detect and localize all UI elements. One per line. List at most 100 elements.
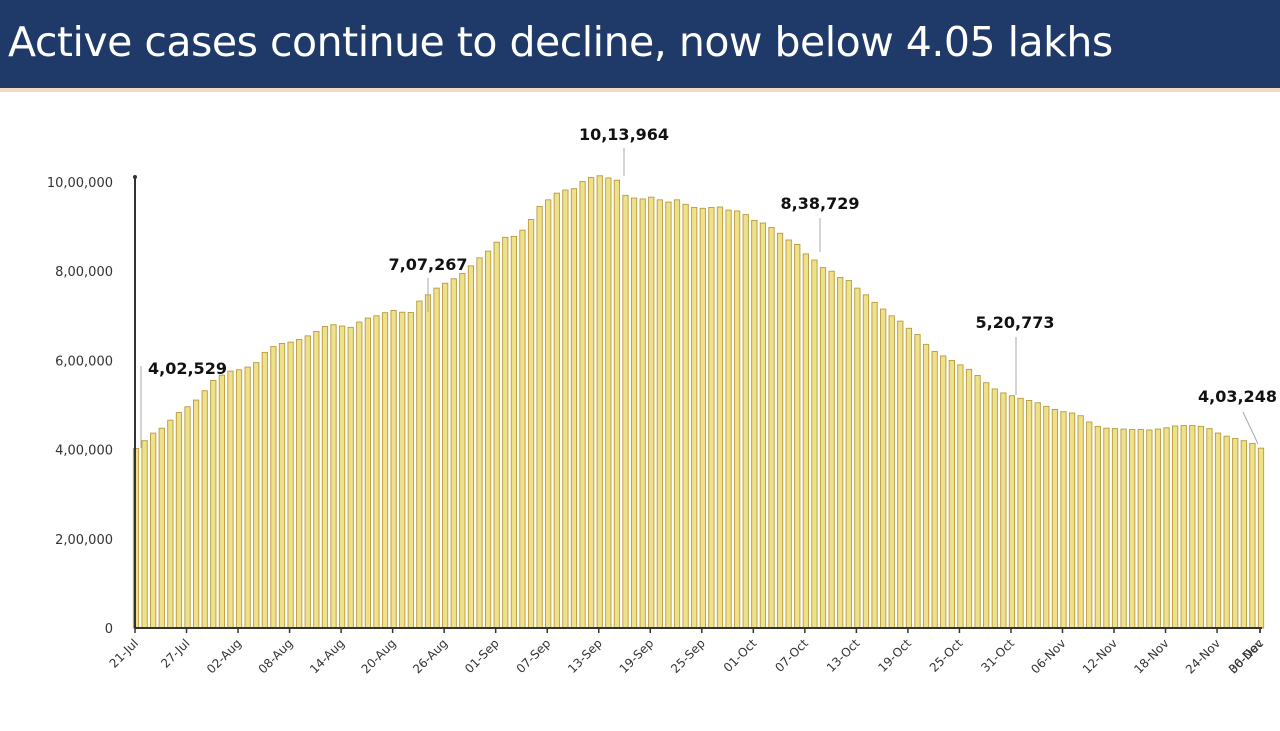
bar xyxy=(562,189,569,629)
bar xyxy=(639,198,646,629)
bar xyxy=(880,308,887,629)
x-tick-label: 07-Sep xyxy=(514,636,554,676)
y-tick-label: 4,00,000 xyxy=(55,444,113,459)
bar xyxy=(1137,429,1144,629)
bar xyxy=(802,253,809,629)
bar xyxy=(201,390,208,629)
bar xyxy=(905,327,913,629)
bar xyxy=(210,380,217,629)
bar xyxy=(725,209,732,629)
bar xyxy=(545,199,552,629)
bar xyxy=(613,179,621,629)
slide-title: Active cases continue to decline, now be… xyxy=(8,18,1113,66)
bar xyxy=(184,406,191,629)
bar xyxy=(1223,435,1230,629)
bar xyxy=(416,300,423,629)
bar xyxy=(630,197,638,629)
bar xyxy=(253,362,260,629)
y-tick-label: 2,00,000 xyxy=(55,533,113,548)
bar xyxy=(682,203,689,629)
bar xyxy=(1172,425,1179,629)
x-tick-label: 27-Jul xyxy=(158,636,192,670)
data-callout-label: 4,03,248 xyxy=(1198,387,1277,406)
bar xyxy=(433,287,440,629)
bar xyxy=(1068,412,1076,629)
bar xyxy=(991,388,998,629)
bar xyxy=(673,199,681,629)
bar xyxy=(218,374,225,629)
bar xyxy=(244,366,251,629)
bar xyxy=(330,324,337,629)
bar xyxy=(1120,428,1127,629)
bar xyxy=(536,206,543,629)
bar xyxy=(1240,440,1247,629)
y-tick-label: 6,00,000 xyxy=(55,354,113,369)
x-tick-label: 18-Nov xyxy=(1131,636,1171,676)
bar xyxy=(622,194,629,629)
x-tick-label: 07-Oct xyxy=(772,636,811,675)
bar xyxy=(759,222,767,629)
x-tick-label: 14-Aug xyxy=(307,636,347,676)
x-tick-label: 26-Aug xyxy=(410,636,450,676)
bar xyxy=(957,364,964,629)
bar xyxy=(287,341,294,629)
bar xyxy=(742,214,749,629)
bar xyxy=(1189,425,1196,629)
bar xyxy=(699,207,706,629)
bar xyxy=(1094,425,1101,629)
bar xyxy=(390,310,397,629)
bar xyxy=(691,206,698,629)
bar xyxy=(167,419,174,629)
bar xyxy=(227,370,234,629)
y-tick-label: 0 xyxy=(105,622,113,637)
bar xyxy=(158,427,165,629)
x-tick-label: 06-Dec xyxy=(1226,636,1266,676)
bar xyxy=(424,294,432,629)
bar xyxy=(794,243,801,629)
bar xyxy=(399,311,406,629)
bar xyxy=(373,315,380,629)
y-axis-tick-labels: 0 2,00,000 4,00,000 6,00,000 8,00,000 10,00,0… xyxy=(47,176,113,637)
bar xyxy=(150,432,157,629)
data-callout-label: 4,02,529 xyxy=(148,359,227,378)
bar xyxy=(708,206,715,629)
bar xyxy=(1111,428,1119,629)
bar xyxy=(862,294,870,629)
x-tick-label: 21-Jul xyxy=(107,636,141,670)
bar xyxy=(484,250,492,629)
x-axis-tick-labels: 21-Jul 27-Jul 02-Aug 08-Aug 14-Aug 20-Aug 26-A… xyxy=(107,636,1266,677)
bar xyxy=(768,227,775,629)
bar xyxy=(888,315,895,629)
bar xyxy=(656,199,663,629)
bar xyxy=(1077,415,1084,629)
bar xyxy=(596,175,603,629)
bar xyxy=(510,235,517,629)
bar xyxy=(1008,395,1016,629)
bar xyxy=(940,355,947,629)
bar xyxy=(983,382,990,629)
x-tick-label: 31-Oct xyxy=(978,636,1017,675)
bar xyxy=(1043,405,1050,629)
bar xyxy=(648,196,655,629)
bar xyxy=(828,270,835,629)
bar xyxy=(493,241,500,629)
bar xyxy=(974,375,981,629)
bar xyxy=(442,282,449,629)
bar xyxy=(588,177,595,629)
bar xyxy=(459,272,466,629)
bar xyxy=(785,239,792,629)
bar xyxy=(1060,411,1067,629)
x-tick-label: 08-Aug xyxy=(256,636,296,676)
bar xyxy=(450,278,457,629)
bar xyxy=(553,192,560,629)
bar xyxy=(1051,409,1058,629)
bar xyxy=(854,287,861,629)
x-tick-label: 20-Aug xyxy=(359,636,399,676)
title-banner: Active cases continue to decline, now be… xyxy=(0,0,1280,92)
bar xyxy=(1257,447,1265,629)
bar xyxy=(1197,425,1204,629)
x-tick-label: 25-Oct xyxy=(927,636,966,675)
bar xyxy=(1103,427,1110,629)
bar xyxy=(897,320,904,629)
